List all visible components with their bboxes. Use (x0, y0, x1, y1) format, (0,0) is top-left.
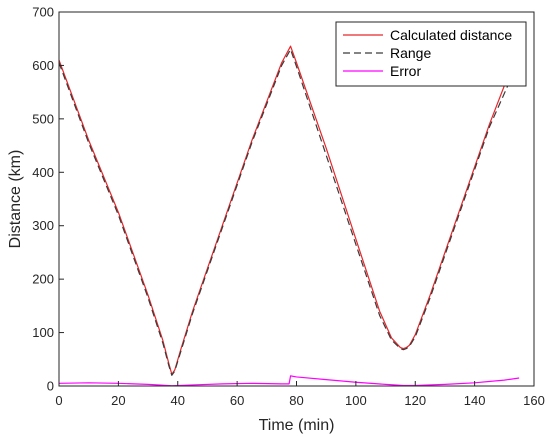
y-tick-label: 700 (32, 5, 54, 20)
x-tick-label: 20 (111, 393, 125, 408)
y-tick-label: 600 (32, 58, 54, 73)
y-tick-label: 100 (32, 325, 54, 340)
legend-label-calculated-distance: Calculated distance (390, 27, 512, 43)
x-tick-label: 0 (55, 393, 62, 408)
x-tick-label: 140 (464, 393, 486, 408)
y-tick-label: 200 (32, 272, 54, 287)
y-tick-label: 500 (32, 111, 54, 126)
series-line-error (58, 375, 520, 387)
x-tick-label: 80 (289, 393, 303, 408)
x-tick-label: 160 (523, 393, 545, 408)
series-line-calculated-distance (58, 45, 514, 375)
x-tick-label: 40 (171, 393, 185, 408)
y-tick-label: 400 (32, 165, 54, 180)
x-tick-label: 60 (230, 393, 244, 408)
x-tick-label: 100 (345, 393, 367, 408)
series-line-range (58, 48, 520, 376)
tick-layer: 0 20 40 60 80 100 120 140 160 0 100 200 300 400 500 600… (32, 5, 545, 409)
legend-label-range: Range (390, 45, 431, 61)
legend-label-error: Error (390, 63, 421, 79)
y-axis-label: Distance (km) (7, 150, 24, 249)
series-layer (58, 45, 520, 387)
y-tick-label: 0 (47, 379, 54, 394)
y-tick-label: 300 (32, 218, 54, 233)
legend: Calculated distance Range Error (335, 21, 527, 87)
legend-box (335, 21, 527, 87)
x-tick-label: 120 (404, 393, 426, 408)
x-axis-label: Time (min) (259, 417, 335, 434)
